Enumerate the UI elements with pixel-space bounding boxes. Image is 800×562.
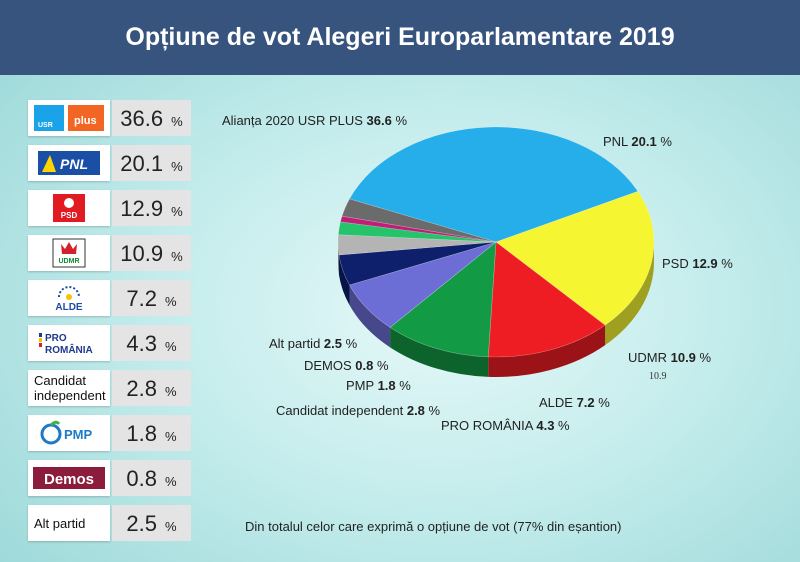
svg-text:PRO: PRO bbox=[45, 333, 67, 344]
psd-value: 12.9% bbox=[112, 190, 191, 226]
pmp-logo: PMP bbox=[28, 415, 110, 451]
alt-partid-label-box: Alt partid bbox=[28, 505, 110, 541]
pro-romania-value: 4.3% bbox=[112, 325, 191, 361]
table-row-alt-partid: Alt partid 2.5% bbox=[28, 505, 191, 541]
page-title: Opțiune de vot Alegeri Europarlamentare … bbox=[125, 23, 675, 51]
svg-text:PMP: PMP bbox=[64, 427, 93, 442]
pie-label-pro-romania: PRO ROMÂNIA 4.3 % bbox=[441, 418, 570, 433]
alde-value: 7.2% bbox=[112, 280, 191, 316]
table-row-pmp: PMP 1.8% bbox=[28, 415, 191, 451]
pro-romania-logo-icon: PRO ROMÂNIA bbox=[39, 333, 93, 356]
svg-text:PNL: PNL bbox=[60, 156, 88, 172]
usr-plus-logo-icon: USR plus bbox=[34, 105, 104, 131]
pie-label-pmp: PMP 1.8 % bbox=[346, 378, 411, 393]
demos-logo-icon: Demos bbox=[33, 467, 105, 489]
table-row-pnl: PNL 20.1% bbox=[28, 145, 191, 181]
pie-label-psd: PSD 12.9 % bbox=[662, 256, 733, 271]
alt-partid-label: Alt partid bbox=[34, 515, 86, 531]
pie-slice-psd bbox=[487, 241, 606, 358]
udmr-logo: UDMR bbox=[28, 235, 110, 271]
pie-label-alt-partid: Alt partid 2.5 % bbox=[269, 336, 358, 351]
demos-value: 0.8% bbox=[112, 460, 191, 496]
pie-label-alde: ALDE 7.2 % bbox=[539, 395, 610, 410]
pie-slice-pro-romania bbox=[338, 241, 497, 286]
table-row-psd: PSD 12.9% bbox=[28, 190, 191, 226]
pie-side-alde bbox=[349, 285, 391, 348]
table-row-udmr: UDMR 10.9% bbox=[28, 235, 191, 271]
pie-slice-pmp bbox=[337, 221, 497, 243]
candidat-independent-label: Candidat independent bbox=[34, 373, 106, 403]
pie-side-pnl bbox=[605, 242, 654, 346]
udmr-tulip-icon: UDMR bbox=[52, 238, 86, 268]
svg-text:USR: USR bbox=[38, 122, 53, 129]
footnote: Din totalul celor care exprimă o opțiune… bbox=[245, 519, 622, 534]
pie-annotation-udmr-extra: 10.9 bbox=[649, 371, 667, 382]
pie-label-alianta-2020-usr-plus: Alianța 2020 USR PLUS 36.6 % bbox=[222, 113, 407, 128]
pie-slice-pnl bbox=[495, 191, 655, 326]
pie-label-candidat-independent: Candidat independent 2.8 % bbox=[276, 403, 441, 418]
pie-side-candidat-independent bbox=[338, 242, 340, 275]
pie-slice-candidat-independent bbox=[337, 234, 497, 256]
table-row-candidat-independent: Candidat independent 2.8% bbox=[28, 370, 191, 406]
svg-text:ALDE: ALDE bbox=[55, 302, 83, 313]
pie-label-udmr: UDMR 10.9 % bbox=[628, 350, 712, 365]
demos-logo: Demos bbox=[28, 460, 110, 496]
pie-side-udmr bbox=[390, 327, 489, 377]
psd-logo: PSD bbox=[28, 190, 110, 226]
svg-text:PSD: PSD bbox=[61, 211, 78, 220]
alde-sun-icon: ALDE bbox=[55, 286, 83, 313]
pie-slice-demos bbox=[340, 215, 497, 243]
table-row-alde: ALDE 7.2% bbox=[28, 280, 191, 316]
pnl-logo: PNL bbox=[28, 145, 110, 181]
table-row-usr-plus: USR plus 36.6% bbox=[28, 100, 191, 136]
usr-plus-value: 36.6% bbox=[112, 100, 191, 136]
pie-side-pro-romania bbox=[339, 254, 350, 306]
candidat-independent-label-box: Candidat independent bbox=[28, 370, 110, 406]
pmp-logo-icon: PMP bbox=[40, 420, 93, 445]
svg-text:UDMR: UDMR bbox=[59, 258, 80, 265]
header-bar: Opțiune de vot Alegeri Europarlamentare … bbox=[0, 0, 800, 75]
pie-slice-alianta-2020-usr-plus bbox=[349, 126, 639, 243]
pie-slice-udmr bbox=[389, 241, 497, 358]
udmr-value: 10.9% bbox=[112, 235, 191, 271]
pie-slice-alde bbox=[349, 241, 497, 328]
psd-rose-icon: PSD bbox=[53, 194, 85, 222]
table-row-pro-romania: PRO ROMÂNIA 4.3% bbox=[28, 325, 191, 361]
pie-side-walls bbox=[338, 242, 654, 377]
usr-plus-logo: USR plus bbox=[28, 100, 110, 136]
table-row-demos: Demos 0.8% bbox=[28, 460, 191, 496]
pro-romania-logo: PRO ROMÂNIA bbox=[28, 325, 110, 361]
svg-text:plus: plus bbox=[74, 115, 97, 127]
candidat-independent-value: 2.8% bbox=[112, 370, 191, 406]
svg-text:Demos: Demos bbox=[44, 471, 94, 488]
pnl-logo-icon: PNL bbox=[38, 151, 100, 175]
alt-partid-value: 2.5% bbox=[112, 505, 191, 541]
pie-label-pnl: PNL 20.1 % bbox=[603, 134, 672, 149]
pmp-value: 1.8% bbox=[112, 415, 191, 451]
pie-side-psd bbox=[488, 325, 606, 377]
svg-text:ROMÂNIA: ROMÂNIA bbox=[45, 343, 93, 356]
alde-logo: ALDE bbox=[28, 280, 110, 316]
pie-label-demos: DEMOS 0.8 % bbox=[304, 358, 389, 373]
pnl-value: 20.1% bbox=[112, 145, 191, 181]
pie-slice-alt-partid bbox=[341, 198, 497, 243]
